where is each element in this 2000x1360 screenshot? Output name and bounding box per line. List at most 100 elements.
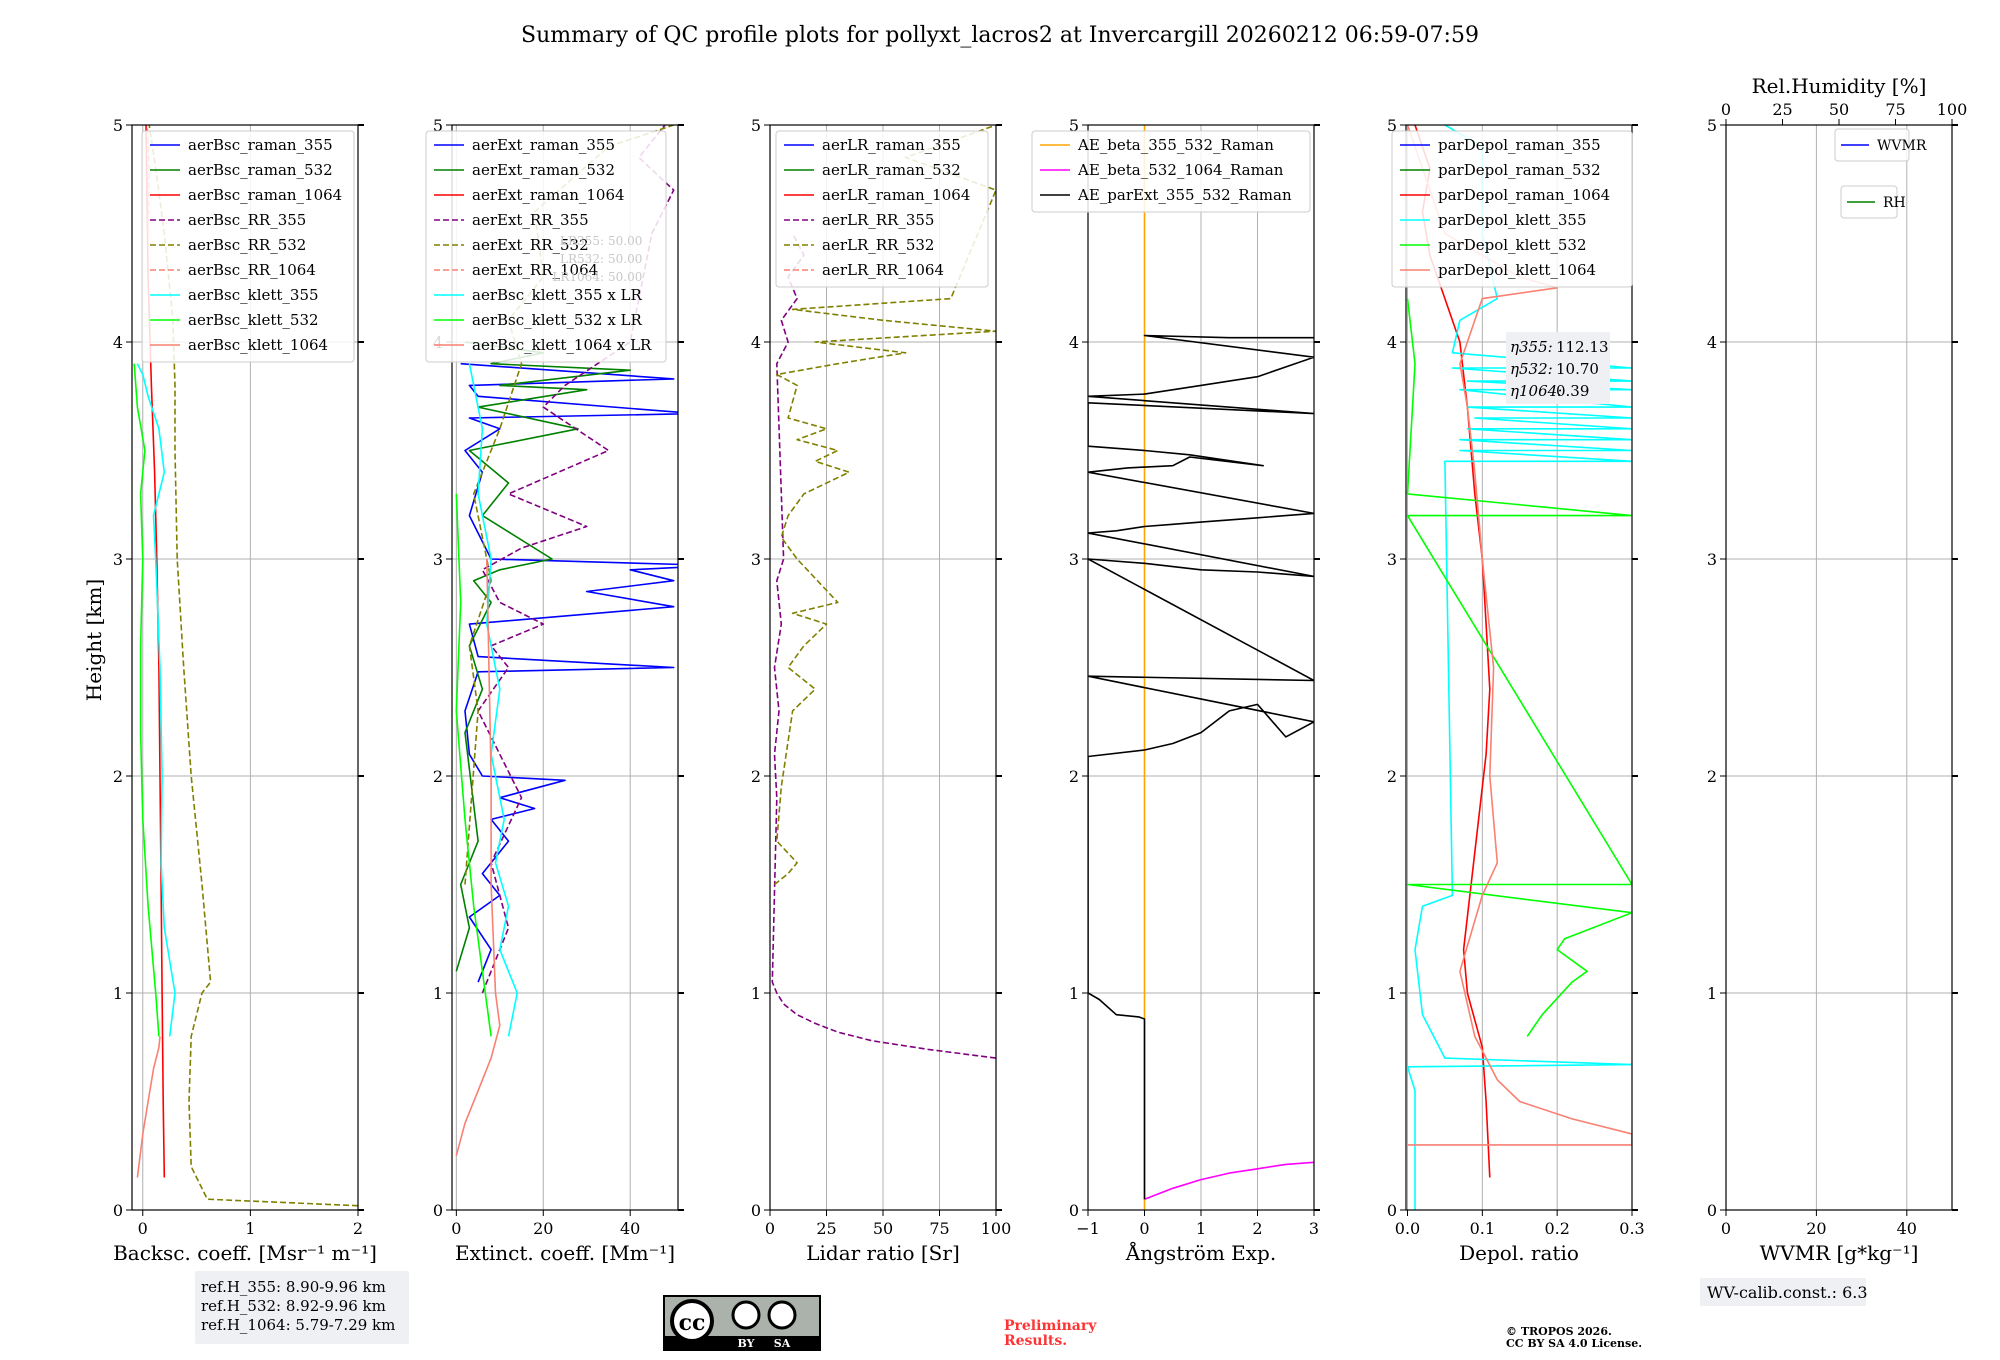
depol-xtick-label-1: 0.1 bbox=[1470, 1219, 1495, 1238]
wv-xtick-label-1: 20 bbox=[1806, 1219, 1826, 1238]
depol-xtick-label-0: 0.0 bbox=[1395, 1219, 1420, 1238]
ext-note-label-0: LR355: bbox=[560, 234, 604, 248]
bsc-xtick-label-2: 2 bbox=[353, 1219, 363, 1238]
ext-legend-box bbox=[425, 130, 667, 363]
depol-series-4 bbox=[1406, 298, 1632, 1037]
ext-ytick-label-1: 1 bbox=[433, 984, 443, 1003]
ext-legend-label-5: aerExt_RR_1064 bbox=[472, 261, 598, 279]
wv-ytick-label-4: 4 bbox=[1707, 333, 1717, 352]
depol-legend-label-1: parDepol_raman_532 bbox=[1438, 161, 1601, 179]
lr-xtick-label-2: 50 bbox=[873, 1219, 893, 1238]
depol-note-value-0: 112.13 bbox=[1556, 338, 1609, 356]
wv-legend-label-0: WVMR bbox=[1877, 138, 1927, 154]
depol-xlabel: Depol. ratio bbox=[1459, 1241, 1579, 1265]
ext-xtick-label-2: 40 bbox=[620, 1219, 640, 1238]
wv-ytick-label-5: 5 bbox=[1707, 116, 1717, 135]
depol-xtick-label-3: 0.3 bbox=[1619, 1219, 1644, 1238]
lr-legend-box bbox=[775, 130, 989, 288]
bsc-legend-label-7: aerBsc_klett_532 bbox=[188, 311, 319, 329]
wv-calib-text: WV-calib.const.: 6.3 bbox=[1707, 1283, 1868, 1302]
ae-legend-box bbox=[1031, 130, 1311, 213]
ae-xlabel: Ångström Exp. bbox=[1125, 1240, 1276, 1265]
ae-legend: AE_beta_355_532_Raman AE_beta_532_1064_Ra… bbox=[1031, 130, 1311, 213]
lr-ytick-label-1: 1 bbox=[751, 984, 761, 1003]
ext-note-label-1: LR532: bbox=[560, 252, 604, 266]
bsc-series-8 bbox=[136, 1036, 161, 1178]
ext-legend-label-1: aerExt_raman_532 bbox=[472, 161, 615, 179]
ae-series-1 bbox=[1144, 1161, 1314, 1200]
ref-height-box bbox=[195, 1271, 409, 1344]
bsc-xlabel: Backsc. coeff. [Msr⁻¹ m⁻¹] bbox=[113, 1241, 377, 1265]
bsc-legend-label-4: aerBsc_RR_532 bbox=[188, 236, 306, 254]
lr-xtick-label-0: 0 bbox=[765, 1219, 775, 1238]
share-alike-icon bbox=[767, 1300, 797, 1330]
copyright-line-1: © TROPOS 2026. bbox=[1506, 1325, 1612, 1338]
bsc-legend: aerBsc_raman_355 aerBsc_raman_532 aerBsc_r… bbox=[141, 130, 355, 363]
lr-ytick-label-4: 4 bbox=[751, 333, 761, 352]
ext-legend-label-0: aerExt_raman_355 bbox=[472, 136, 615, 154]
bsc-legend-label-8: aerBsc_klett_1064 bbox=[188, 336, 328, 354]
cc-license-badge: cc BY SA bbox=[663, 1295, 821, 1351]
ae-xtick-label-3: 2 bbox=[1252, 1219, 1262, 1238]
lr-ytick-label-0: 0 bbox=[751, 1201, 761, 1220]
panel-depol: 0.0 0.1 0.2 0.3 0 1 2 3 4 5 Depol. ratio parDepol_r… bbox=[1387, 116, 1645, 1265]
ext-note-label-2: LR1064: bbox=[552, 270, 604, 284]
wv-xlabel: WVMR [g*kg⁻¹] bbox=[1760, 1241, 1919, 1265]
bsc-ytick-label-1: 1 bbox=[113, 984, 123, 1003]
bsc-series-4 bbox=[148, 125, 358, 1207]
panel-bsc: 0 1 2 0 1 2 3 4 5 Backsc. coeff. [Msr⁻¹ m⁻¹] aerBs… bbox=[113, 116, 377, 1265]
preliminary-line-1: Preliminary bbox=[1004, 1318, 1097, 1334]
ext-note-value-0: 50.00 bbox=[608, 234, 642, 248]
bsc-legend-label-1: aerBsc_raman_532 bbox=[188, 161, 333, 179]
bsc-series-7 bbox=[133, 363, 160, 1037]
ext-series-1 bbox=[455, 341, 632, 972]
ext-series-7 bbox=[455, 493, 492, 1037]
lr-legend-label-2: aerLR_raman_1064 bbox=[822, 186, 970, 204]
bsc-ytick-label-0: 0 bbox=[113, 1201, 123, 1220]
ae-xtick-label-0: −1 bbox=[1076, 1219, 1100, 1238]
ext-series-group bbox=[455, 125, 678, 1157]
bsc-ytick-label-5: 5 bbox=[113, 116, 123, 135]
bsc-legend-label-6: aerBsc_klett_355 bbox=[188, 286, 319, 304]
lr-xtick-label-1: 25 bbox=[816, 1219, 836, 1238]
bsc-ytick-label-4: 4 bbox=[113, 333, 123, 352]
depol-axes-frame bbox=[1405, 124, 1633, 1211]
ae-ytick-label-5: 5 bbox=[1069, 116, 1079, 135]
bsc-legend-box bbox=[141, 130, 355, 363]
wv-top-tick-label-0: 0 bbox=[1721, 100, 1731, 119]
lr-xtick-label-4: 100 bbox=[981, 1219, 1012, 1238]
ext-legend-label-3: aerExt_RR_355 bbox=[472, 211, 589, 229]
lr-legend: aerLR_raman_355 aerLR_raman_532 aerLR_rama… bbox=[775, 130, 989, 288]
depol-legend-label-4: parDepol_klett_532 bbox=[1438, 236, 1587, 254]
wv-ytick-label-1: 1 bbox=[1707, 984, 1717, 1003]
figure-title: Summary of QC profile plots for pollyxt_… bbox=[521, 23, 1479, 48]
cc-sa-label: SA bbox=[774, 1337, 791, 1350]
depol-legend-label-5: parDepol_klett_1064 bbox=[1438, 261, 1596, 279]
bsc-legend-label-2: aerBsc_raman_1064 bbox=[188, 186, 342, 204]
lr-series-3 bbox=[771, 233, 996, 1059]
ext-legend-label-4: aerExt_RR_532 bbox=[472, 236, 589, 254]
lr-ytick-label-5: 5 bbox=[751, 116, 761, 135]
depol-legend-label-2: parDepol_raman_1064 bbox=[1438, 186, 1610, 204]
ext-axes-frame bbox=[451, 124, 679, 1211]
lr-xtick-label-3: 75 bbox=[929, 1219, 949, 1238]
lr-xlabel: Lidar ratio [Sr] bbox=[806, 1241, 960, 1265]
depol-ytick-label-2: 2 bbox=[1387, 767, 1397, 786]
ext-legend-label-6: aerBsc_klett_355 x LR bbox=[472, 286, 643, 304]
depol-ytick-label-0: 0 bbox=[1387, 1201, 1397, 1220]
ae-legend-label-2: AE_parExt_355_532_Raman bbox=[1077, 186, 1292, 204]
wv-secondary-xlabel: Rel.Humidity [%] bbox=[1752, 74, 1927, 98]
lr-series-group bbox=[771, 125, 996, 1059]
depol-note-value-1: 10.70 bbox=[1556, 360, 1599, 378]
depol-note-box bbox=[1506, 332, 1610, 404]
depol-ytick-label-4: 4 bbox=[1387, 333, 1397, 352]
ext-legend-label-7: aerBsc_klett_532 x LR bbox=[472, 311, 643, 329]
bsc-series-6 bbox=[136, 363, 176, 1037]
cc-logo-icon bbox=[670, 1299, 714, 1343]
depol-note-value-2: 0.39 bbox=[1556, 382, 1589, 400]
ext-legend-label-2: aerExt_raman_1064 bbox=[472, 186, 625, 204]
depol-legend-box bbox=[1391, 130, 1633, 288]
ref-height-line-355: ref.H_355: 8.90-9.96 km bbox=[201, 1278, 386, 1296]
panel-ext: 02040012345Extinct. coeff. [Mm⁻¹]aerExt_… bbox=[425, 116, 684, 1265]
